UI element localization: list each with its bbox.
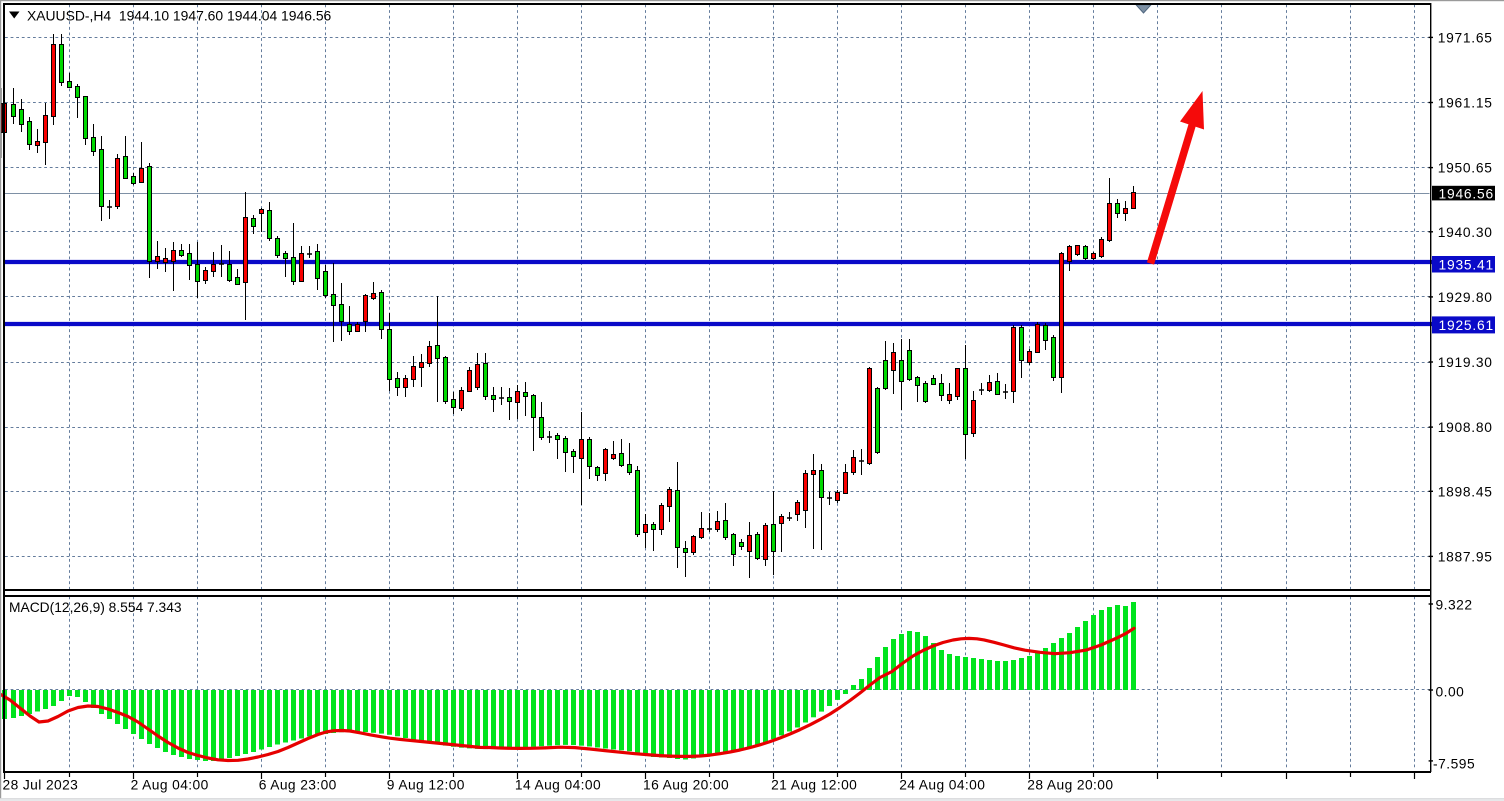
svg-text:1919.30: 1919.30 bbox=[1438, 355, 1493, 370]
svg-text:16 Aug 20:00: 16 Aug 20:00 bbox=[643, 777, 729, 792]
svg-text:2 Aug 04:00: 2 Aug 04:00 bbox=[131, 777, 209, 792]
svg-text:1946.56: 1946.56 bbox=[1439, 186, 1494, 201]
svg-text:1929.80: 1929.80 bbox=[1438, 290, 1493, 305]
svg-text:28 Aug 20:00: 28 Aug 20:00 bbox=[1027, 777, 1113, 792]
svg-text:9.322: 9.322 bbox=[1436, 598, 1473, 613]
svg-text:1971.65: 1971.65 bbox=[1438, 31, 1493, 46]
svg-text:1925.61: 1925.61 bbox=[1439, 318, 1494, 333]
svg-text:1908.80: 1908.80 bbox=[1438, 420, 1493, 435]
svg-text:MACD(12,26,9) 8.554 7.343: MACD(12,26,9) 8.554 7.343 bbox=[9, 600, 182, 615]
svg-text:1961.15: 1961.15 bbox=[1438, 96, 1493, 111]
svg-text:24 Aug 04:00: 24 Aug 04:00 bbox=[899, 777, 985, 792]
svg-text:0.00: 0.00 bbox=[1436, 684, 1465, 699]
svg-text:9 Aug 12:00: 9 Aug 12:00 bbox=[387, 777, 465, 792]
svg-text:1935.41: 1935.41 bbox=[1439, 257, 1494, 272]
svg-text:14 Aug 04:00: 14 Aug 04:00 bbox=[515, 777, 601, 792]
svg-text:28 Jul 2023: 28 Jul 2023 bbox=[3, 777, 79, 792]
svg-text:1950.65: 1950.65 bbox=[1438, 161, 1493, 176]
svg-text:1940.30: 1940.30 bbox=[1438, 225, 1493, 240]
svg-text:6 Aug 23:00: 6 Aug 23:00 bbox=[259, 777, 337, 792]
svg-text:XAUUSD-,H4 1944.10 1947.60 19: XAUUSD-,H4 1944.10 1947.60 1944.04 1946.… bbox=[27, 8, 332, 24]
svg-text:21 Aug 12:00: 21 Aug 12:00 bbox=[771, 777, 857, 792]
svg-text:1887.95: 1887.95 bbox=[1438, 550, 1493, 565]
svg-text:1898.45: 1898.45 bbox=[1438, 484, 1493, 499]
svg-text:-7.595: -7.595 bbox=[1433, 756, 1475, 771]
